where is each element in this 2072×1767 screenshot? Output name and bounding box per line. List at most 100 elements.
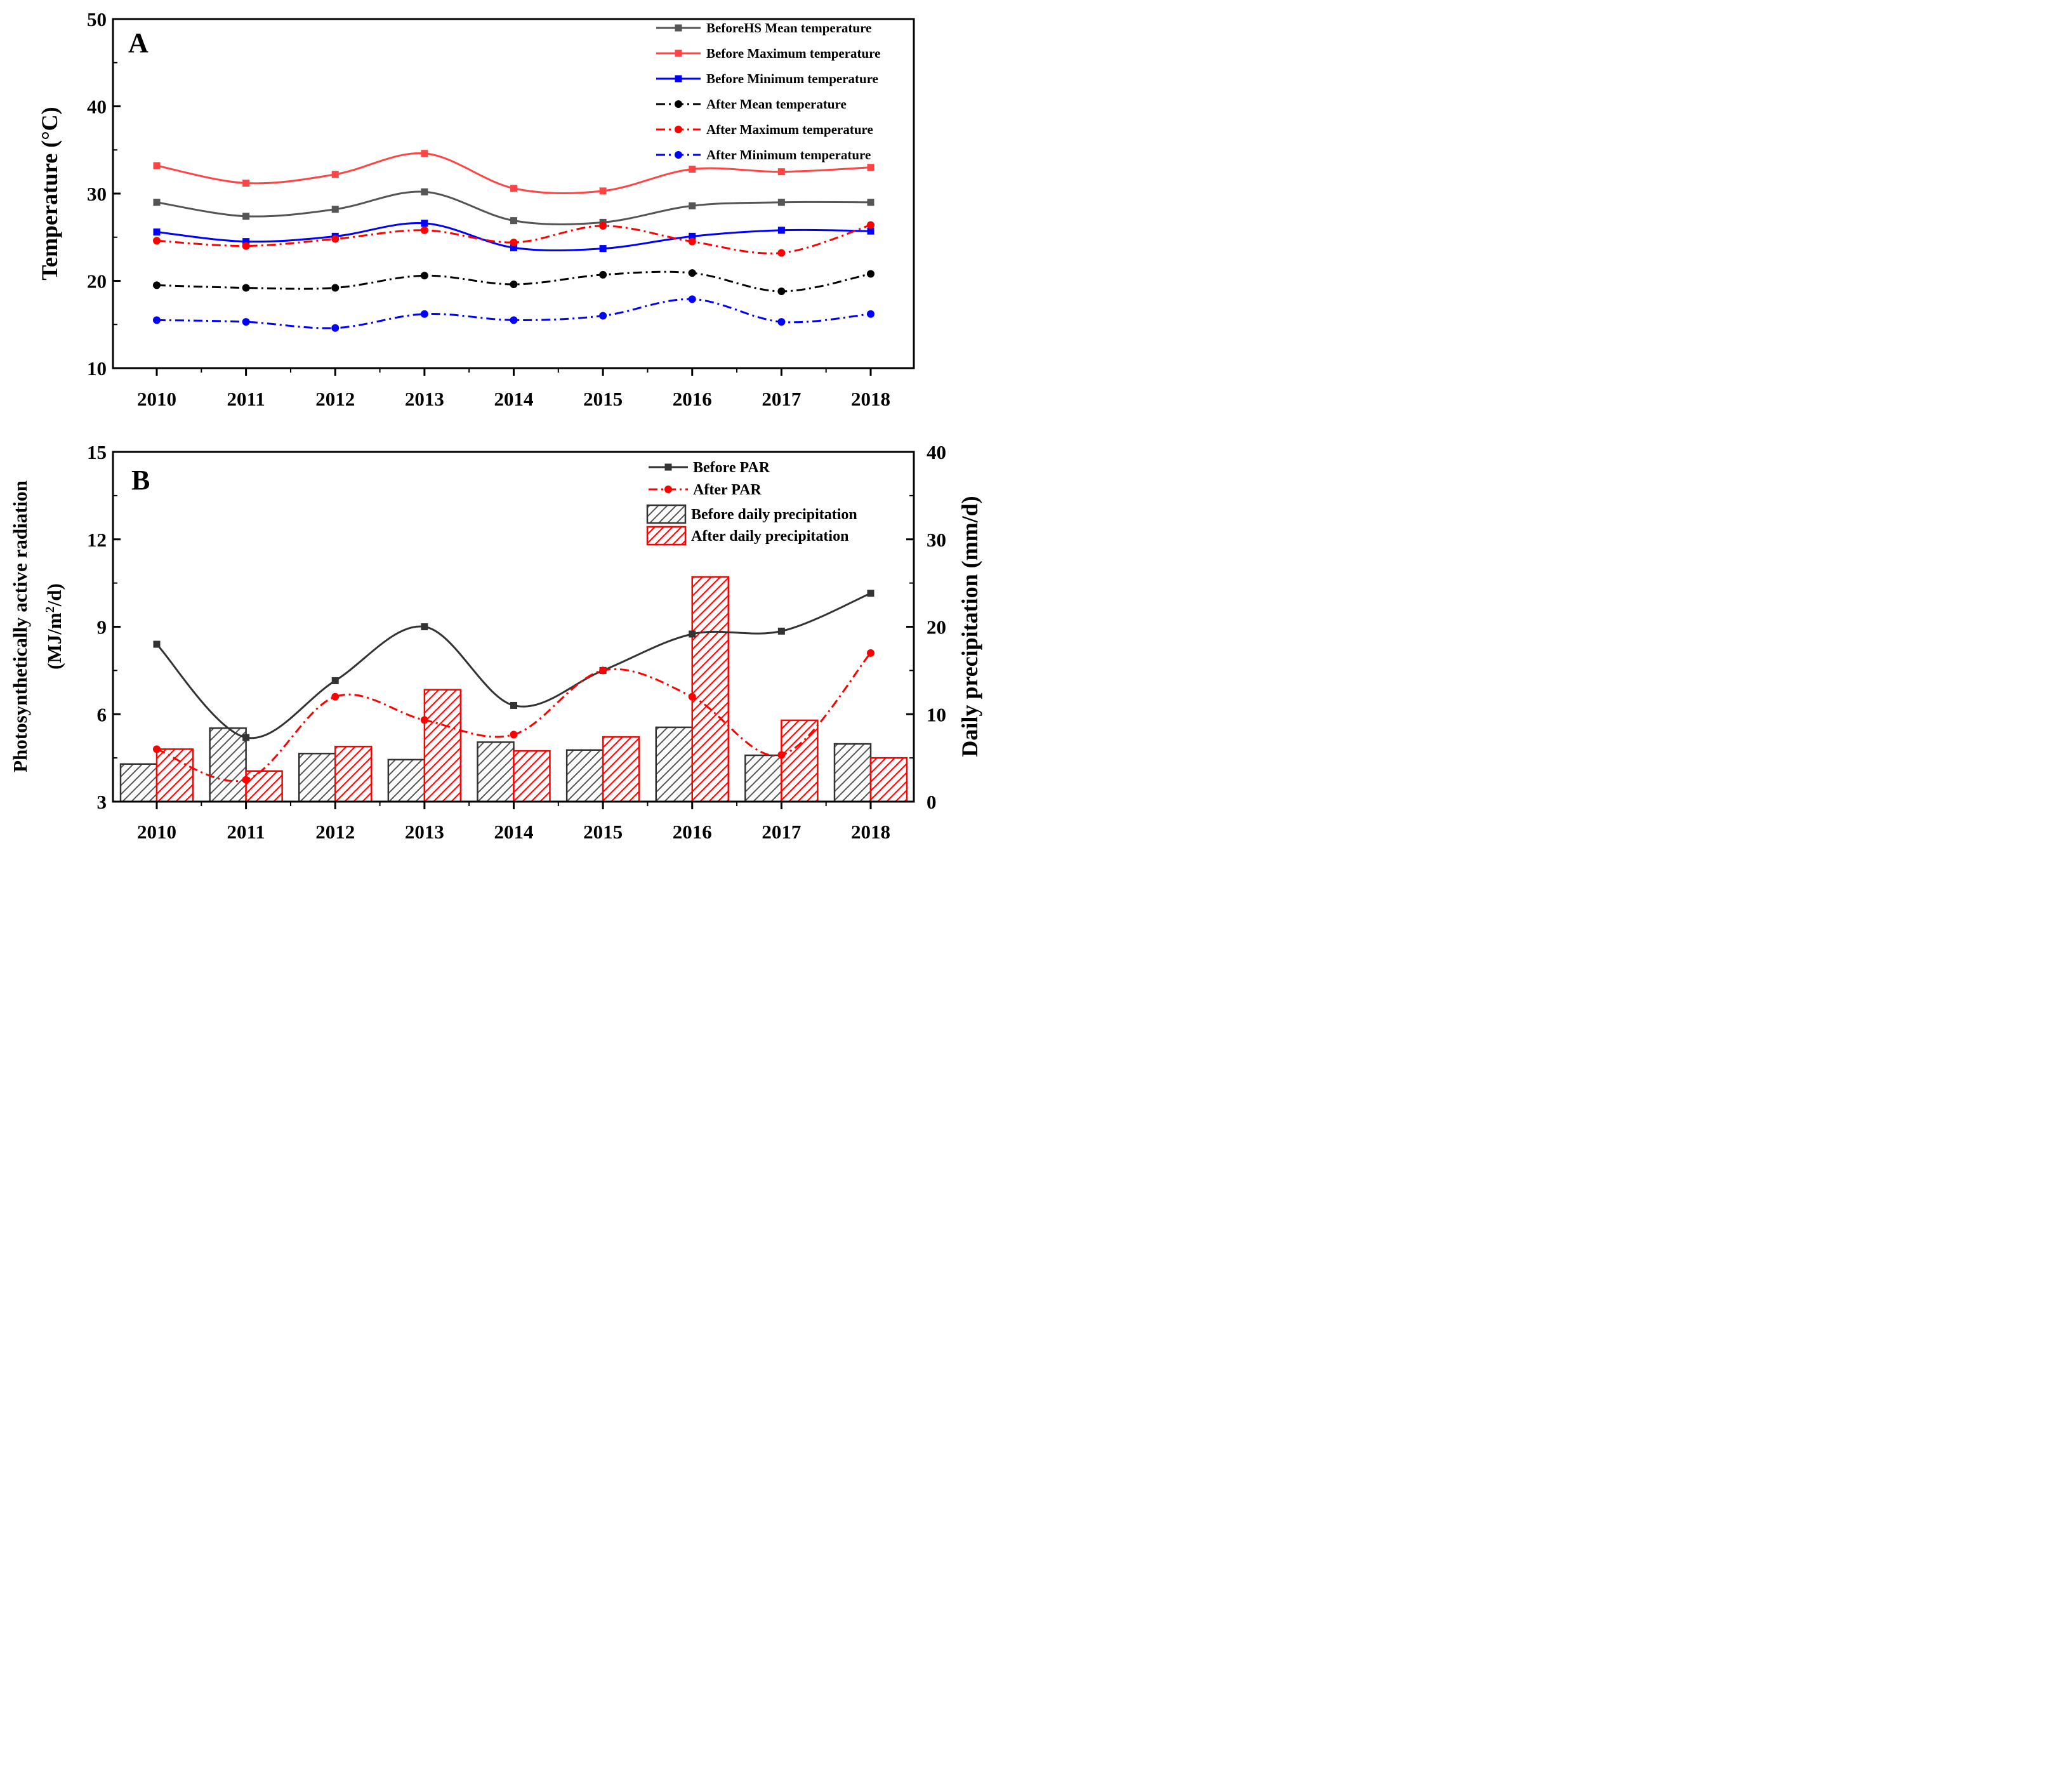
series-4-point-0 xyxy=(153,237,161,245)
panel-b-ylabel-unit-sup: 2 xyxy=(43,606,57,612)
series-1-point-6 xyxy=(689,166,696,173)
x-tick-label: 2011 xyxy=(227,388,265,410)
bar-1-4 xyxy=(513,750,551,803)
series-3-point-5 xyxy=(599,270,607,279)
par-1-point-1 xyxy=(242,776,250,784)
par-line-0 xyxy=(155,592,871,739)
series-0-point-6 xyxy=(689,202,696,209)
series-2-point-4 xyxy=(510,244,517,251)
series-5-point-8 xyxy=(867,310,874,318)
series-5-point-3 xyxy=(420,310,428,318)
legend-label: After daily precipitation xyxy=(691,528,848,545)
legend-marker xyxy=(675,24,682,32)
bar-0-2 xyxy=(298,752,336,803)
bar-1-7 xyxy=(781,719,819,803)
series-4-point-2 xyxy=(331,235,340,243)
legend-marker xyxy=(675,75,682,83)
par-0-point-8 xyxy=(867,590,874,597)
series-3-point-3 xyxy=(420,272,428,280)
x-tick-label: 2017 xyxy=(762,388,801,410)
panel-a-ticks: 10 20 30 40 50 2010 2011 2012 2013 2014 2015 2016 20… xyxy=(87,8,890,410)
series-5-point-5 xyxy=(599,312,607,320)
bar-0-6 xyxy=(655,726,693,803)
par-0-point-6 xyxy=(689,630,696,638)
x-tick-label: 2016 xyxy=(673,388,712,410)
series-5-point-1 xyxy=(242,318,250,326)
y-tick-label: 50 xyxy=(87,8,107,30)
series-3-point-6 xyxy=(688,269,696,277)
panel-a-ylabel: Temperature (°C) xyxy=(37,107,62,280)
par-1-point-8 xyxy=(867,649,874,657)
y-tick-label: 12 xyxy=(87,529,107,551)
series-5-point-6 xyxy=(688,295,696,303)
series-1-point-3 xyxy=(421,150,428,157)
bar-0-4 xyxy=(477,741,515,803)
x-tick-label: 2011 xyxy=(227,821,265,843)
series-4-point-3 xyxy=(420,226,428,234)
panel-a-series xyxy=(153,150,874,332)
y2-tick-label: 20 xyxy=(927,616,946,639)
par-0-point-0 xyxy=(153,640,161,648)
panel-b-y2label: Daily precipitation (mm/d) xyxy=(957,496,982,757)
panel-b-ylabel-unit-post: /d) xyxy=(43,583,65,607)
series-4-point-7 xyxy=(777,249,786,257)
par-0-point-7 xyxy=(777,627,785,635)
series-3-point-7 xyxy=(777,288,786,295)
series-1-point-8 xyxy=(867,164,874,171)
x-tick-label: 2018 xyxy=(851,388,890,410)
x-tick-label: 2014 xyxy=(494,388,534,410)
bar-1-5 xyxy=(602,736,640,803)
legend-marker xyxy=(664,463,672,471)
x-tick-label: 2012 xyxy=(315,821,355,843)
bar-0-7 xyxy=(744,754,782,803)
legend-label: After Maximum temperature xyxy=(706,122,873,137)
x-tick-label: 2013 xyxy=(405,388,444,410)
series-2-point-3 xyxy=(421,220,428,227)
bar-1-8 xyxy=(869,757,908,803)
legend-label: After PAR xyxy=(693,482,762,498)
series-3-point-8 xyxy=(867,270,874,278)
series-5-point-4 xyxy=(510,316,518,324)
series-0-point-7 xyxy=(777,199,785,206)
y-tick-label: 20 xyxy=(87,270,107,293)
panel-b-series xyxy=(153,590,874,784)
x-tick-label: 2010 xyxy=(137,821,176,843)
y2-tick-label: 30 xyxy=(927,529,946,551)
legend-marker xyxy=(675,126,682,133)
par-1-point-6 xyxy=(688,692,696,701)
bar-1-0 xyxy=(155,748,194,803)
legend-label: Before Maximum temperature xyxy=(706,46,880,61)
panel-a: A 10 20 30 40 50 2010 2011 2012 2013 2014 2015 2016… xyxy=(37,8,915,410)
panel-b-legend: Before PAR After PAR Before daily precipit… xyxy=(646,460,857,546)
series-3-point-4 xyxy=(510,281,518,288)
x-tick-label: 2010 xyxy=(137,388,176,410)
series-5-point-2 xyxy=(331,324,340,332)
legend-swatch xyxy=(646,504,687,524)
y2-tick-label: 10 xyxy=(927,703,946,725)
par-1-point-7 xyxy=(777,751,786,759)
x-tick-label: 2017 xyxy=(762,821,801,843)
legend-label: BeforeHS Mean temperature xyxy=(706,20,871,36)
legend-label: After Mean temperature xyxy=(706,96,847,112)
legend-marker xyxy=(675,100,682,108)
panel-b-ylabel-line1: Photosynthetically active radiation xyxy=(9,480,31,772)
series-1-point-5 xyxy=(599,187,607,195)
par-1-point-0 xyxy=(153,745,161,753)
bar-0-5 xyxy=(565,749,604,803)
series-2-point-1 xyxy=(242,238,250,246)
panel-b: B 3 6 9 12 15 0 10 20 30 40 2010 2011 2012 2013 2014 20… xyxy=(9,441,982,843)
series-0-point-4 xyxy=(510,217,517,225)
legend-marker xyxy=(664,486,672,493)
y-tick-label: 9 xyxy=(97,616,107,639)
series-0-point-3 xyxy=(421,188,428,195)
series-4-point-8 xyxy=(867,221,874,229)
par-1-point-2 xyxy=(331,692,340,701)
par-1-point-3 xyxy=(420,716,428,724)
bar-1-6 xyxy=(691,576,729,803)
par-0-point-4 xyxy=(510,701,517,709)
panel-b-ticks: 3 6 9 12 15 0 10 20 30 40 2010 2011 2012 2013 2014 2015… xyxy=(87,441,946,843)
x-tick-label: 2014 xyxy=(494,821,534,843)
y-tick-label: 40 xyxy=(87,96,107,118)
series-2-point-7 xyxy=(777,227,785,234)
